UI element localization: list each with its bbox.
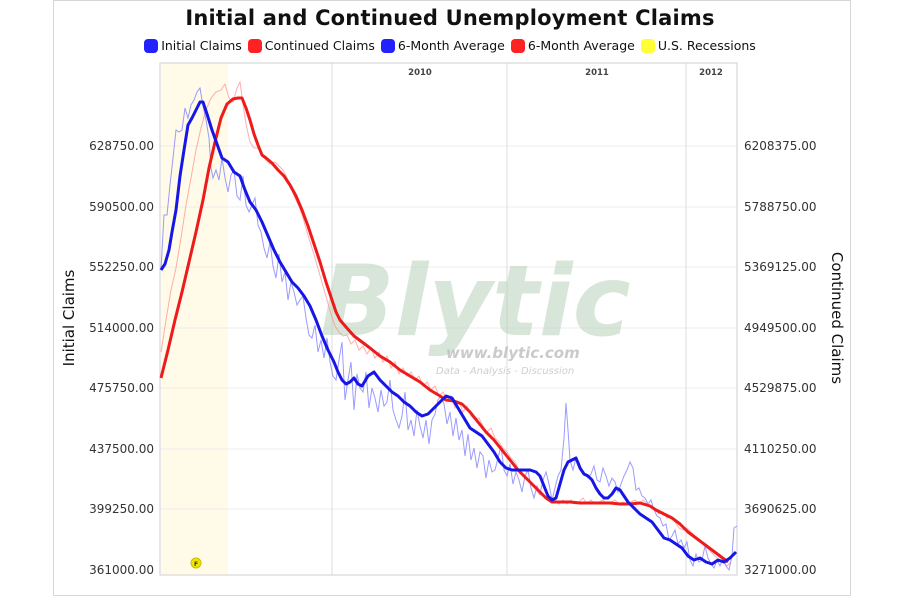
gridlines [160,145,737,510]
y-left-tick: 590500.00 [89,200,154,214]
left-axis: 628750.00 590500.00 552250.00 514000.00 … [89,139,154,577]
right-axis: 6208375.00 5788750.00 5369125.00 4949500… [744,139,817,577]
annotation-marker[interactable]: F [190,557,202,569]
y-left-tick: 552250.00 [89,260,154,274]
legend-item-initial-claims[interactable]: Initial Claims [144,38,242,53]
y-right-tick: 5369125.00 [744,260,817,274]
chart-title: Initial and Continued Unemployment Claim… [185,6,715,30]
legend-swatch-blue [380,38,395,53]
legend-label: 6-Month Average [527,38,635,53]
series-continued-claims-avg [159,96,729,564]
y-left-tick: 514000.00 [89,321,154,335]
series-initial-claims-avg [159,100,738,566]
y-left-tick: 437500.00 [89,442,154,456]
legend-item-recessions[interactable]: U.S. Recessions [640,38,756,53]
legend-swatch-yellow [640,38,655,53]
x-tick-2010: 2010 [408,68,432,78]
y-right-tick: 4529875.00 [744,381,817,395]
y-left-tick: 475750.00 [89,381,154,395]
y-left-tick: 628750.00 [89,139,154,153]
y-left-tick: 361000.00 [89,563,154,577]
chart-legend: Initial Claims Continued Claims 6-Month … [0,38,900,53]
legend-label: U.S. Recessions [657,38,756,53]
watermark-tagline: Data - Analysis - Discussion [436,366,574,377]
watermark-brand: Blytic [320,245,631,359]
y-right-tick: 4949500.00 [744,321,817,335]
legend-item-initial-avg[interactable]: 6-Month Average [380,38,505,53]
legend-item-continued-avg[interactable]: 6-Month Average [510,38,635,53]
recession-band [161,63,228,575]
y-right-axis-title: Continued Claims [828,252,846,384]
y-left-axis-title: Initial Claims [60,269,78,366]
legend-swatch-red [510,38,525,53]
legend-label: Continued Claims [264,38,375,53]
y-right-tick: 4110250.00 [744,442,817,456]
series-initial-claims [160,86,738,572]
y-right-tick: 3690625.00 [744,502,817,516]
x-tick-2011: 2011 [585,68,609,78]
plot-frame [159,62,738,576]
annotation-label: F [194,561,198,568]
x-tick-2012: 2012 [699,68,723,78]
watermark-url: www.blytic.com [446,344,580,362]
y-right-tick: 5788750.00 [744,200,817,214]
legend-label: Initial Claims [161,38,242,53]
legend-item-continued-claims[interactable]: Continued Claims [247,38,375,53]
y-left-tick: 399250.00 [89,502,154,516]
y-right-tick: 3271000.00 [744,563,817,577]
y-right-tick: 6208375.00 [744,139,817,153]
year-gridlines [331,63,687,575]
legend-swatch-red [247,38,262,53]
legend-swatch-blue [144,38,159,53]
legend-label: 6-Month Average [397,38,505,53]
watermark: Blytic www.blytic.com Data - Analysis - … [320,245,631,377]
